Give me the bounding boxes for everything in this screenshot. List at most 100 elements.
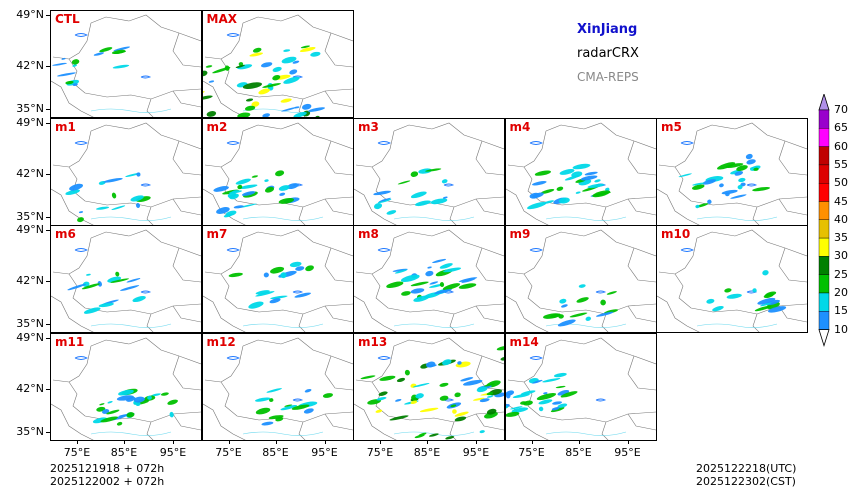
lon-tick-mark: [324, 440, 326, 444]
lat-tick-label: 42°N: [16, 381, 44, 395]
panel-label: m13: [358, 334, 388, 349]
colorbar-segment: [818, 237, 830, 257]
lon-tick-mark: [578, 440, 580, 444]
map-panel-m5: m5: [656, 117, 808, 226]
map-panel-m10: m10: [656, 225, 808, 333]
panel-label: m12: [206, 334, 236, 349]
panel-label: MAX: [206, 12, 237, 26]
map-panel-m1: m1: [50, 117, 202, 226]
colorbar-segment: [818, 164, 830, 184]
map-panel-m4: m4: [504, 117, 657, 226]
lat-tick-mark: [46, 337, 50, 339]
colorbar-under-arrow: [818, 329, 830, 347]
colorbar-segment: [818, 256, 830, 275]
radar-echo-map: [354, 122, 504, 225]
radar-echo-map: [51, 122, 201, 225]
panel-label: m11: [55, 334, 85, 349]
lon-tick-mark: [531, 440, 533, 444]
lat-tick-mark: [46, 388, 50, 390]
radar-echo-map: [354, 229, 504, 332]
lon-tick-label: 75°E: [366, 446, 394, 459]
panel-label: m5: [661, 119, 682, 134]
radar-echo-map: [657, 229, 807, 332]
colorbar-tick-label: 70: [834, 103, 848, 116]
radar-echo-map: [51, 14, 201, 117]
lat-tick-mark: [46, 109, 50, 110]
lat-tick-label: 49°N: [16, 115, 44, 129]
lon-tick-label: 75°E: [518, 446, 545, 459]
lon-tick-mark: [77, 440, 78, 444]
lon-tick-label: 95°E: [614, 446, 641, 459]
lat-tick-label: 42°N: [16, 166, 44, 180]
colorbar-tick-label: 50: [834, 176, 848, 190]
map-panel-m12: m12: [201, 332, 354, 441]
lon-tick-label: 75°E: [63, 446, 91, 459]
valid-time-cst: 2025122302(CST): [696, 475, 796, 488]
lat-tick-label: 49°N: [16, 223, 44, 236]
radar-echo-map: [202, 337, 353, 440]
lat-tick-mark: [46, 216, 50, 218]
init-time-line2: 2025122002 + 072h: [50, 475, 165, 488]
colorbar-segment: [818, 274, 830, 294]
lon-tick-mark: [228, 440, 230, 444]
panel-label: m6: [55, 227, 76, 241]
panel-label: m2: [206, 119, 228, 134]
radar-echo-map: [505, 122, 656, 225]
map-panel-m3: m3: [353, 117, 505, 226]
lat-tick-label: 35°N: [16, 102, 44, 115]
radar-echo-map: [505, 337, 656, 440]
panel-label: m10: [661, 227, 691, 241]
colorbar-segment: [818, 146, 830, 166]
panel-label: m3: [358, 119, 379, 134]
panel-label: m8: [358, 227, 379, 241]
lon-tick-mark: [173, 440, 174, 444]
init-time-line1: 2025121918 + 072h: [50, 462, 165, 475]
radar-echo-map: [51, 229, 201, 332]
map-panel-m2: m2: [201, 117, 354, 226]
colorbar-segment: [818, 128, 830, 147]
lat-tick-label: 49°N: [16, 8, 44, 21]
panel-label: m14: [509, 334, 539, 349]
radar-echo-map: [202, 229, 353, 332]
radar-echo-map: [51, 337, 201, 440]
radar-echo-map: [202, 122, 353, 225]
colorbar-tick-label: 40: [834, 212, 848, 226]
radar-echo-map: [657, 122, 807, 225]
colorbar-tick-label: 15: [834, 304, 848, 318]
lat-tick-mark: [46, 173, 50, 175]
colorbar-tick-label: 35: [834, 231, 848, 245]
colorbar-tick-label: 65: [834, 121, 848, 135]
lon-tick-label: 85°E: [413, 446, 441, 459]
lon-tick-label: 95°E: [159, 446, 187, 459]
panel-label: m9: [509, 227, 531, 241]
region-title: XinJiang: [577, 22, 638, 37]
map-panel-m11: m11: [50, 332, 202, 441]
colorbar-tick-label: 60: [834, 139, 848, 153]
map-panel-m14: m14: [504, 332, 657, 441]
lat-tick-mark: [46, 431, 50, 433]
colorbar-segment: [818, 201, 830, 220]
lat-tick-label: 35°N: [16, 317, 44, 330]
colorbar-tick-label: 20: [834, 286, 848, 299]
lat-tick-mark: [46, 15, 50, 16]
lat-tick-mark: [46, 324, 50, 325]
lon-tick-label: 85°E: [110, 446, 138, 459]
colorbar-tick-label: 30: [834, 249, 848, 263]
colorbar-segment: [818, 311, 830, 330]
lon-tick-label: 85°E: [565, 446, 592, 459]
map-panel-m8: m8: [353, 225, 505, 333]
colorbar-segment: [818, 292, 830, 312]
lat-tick-mark: [46, 122, 50, 124]
lon-tick-mark: [380, 440, 381, 444]
colorbar-tick-label: 25: [834, 267, 848, 281]
product-name: radarCRX: [577, 46, 639, 61]
panel-label: m1: [55, 119, 76, 134]
lon-tick-label: 95°E: [462, 446, 490, 459]
lon-tick-label: 85°E: [262, 446, 289, 459]
map-panel-ctl: CTL: [50, 10, 202, 118]
lat-tick-mark: [46, 66, 50, 67]
colorbar-over-arrow: [818, 94, 830, 111]
lon-tick-label: 95°E: [311, 446, 338, 459]
lon-tick-mark: [427, 440, 428, 444]
lat-tick-label: 42°N: [16, 59, 44, 72]
